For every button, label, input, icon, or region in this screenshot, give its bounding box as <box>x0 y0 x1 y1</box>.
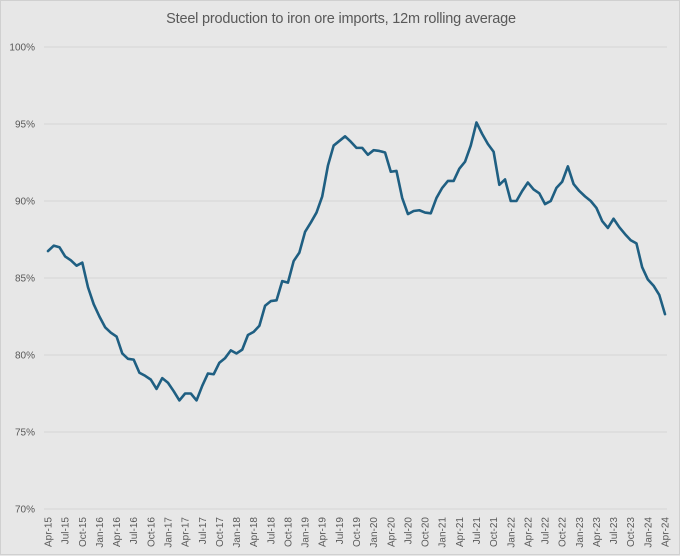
x-tick-label: Oct-21 <box>489 517 500 547</box>
x-tick-label: Oct-20 <box>421 517 432 547</box>
y-tick-label: 75% <box>15 428 35 439</box>
x-tick-label: Oct-16 <box>146 517 157 547</box>
x-tick-label: Oct-22 <box>558 517 569 547</box>
x-tick-label: Apr-15 <box>44 517 55 547</box>
x-tick-label: Jan-23 <box>575 517 586 548</box>
x-tick-label: Jan-19 <box>301 517 312 548</box>
x-tick-label: Jul-16 <box>129 517 140 545</box>
x-tick-label: Jul-19 <box>335 517 346 545</box>
x-tick-label: Jan-18 <box>232 517 243 548</box>
x-tick-label: Apr-16 <box>112 517 123 547</box>
x-tick-label: Jul-21 <box>472 517 483 545</box>
gridlines <box>44 46 667 510</box>
x-tick-label: Apr-21 <box>455 517 466 547</box>
y-tick-label: 70% <box>15 505 35 516</box>
x-tick-label: Jul-20 <box>403 517 414 545</box>
x-tick-label: Jan-20 <box>369 517 380 548</box>
y-axis-ticks: 70% 75% 80% 85% 90% 95% 100% <box>9 43 35 516</box>
x-tick-label: Oct-23 <box>626 517 637 547</box>
x-tick-label: Oct-17 <box>215 517 226 547</box>
x-tick-label: Apr-24 <box>661 517 672 547</box>
x-tick-label: Oct-18 <box>283 517 294 547</box>
x-tick-label: Apr-20 <box>386 517 397 547</box>
y-tick-label: 85% <box>15 274 35 285</box>
x-tick-label: Jul-15 <box>61 517 72 545</box>
x-tick-label: Apr-18 <box>249 517 260 547</box>
x-tick-label: Jan-22 <box>506 517 517 548</box>
x-tick-label: Jul-17 <box>198 517 209 545</box>
series-group <box>46 121 667 402</box>
x-tick-label: Apr-23 <box>592 517 603 547</box>
x-tick-label: Jul-22 <box>541 517 552 545</box>
y-tick-label: 100% <box>9 43 35 54</box>
x-tick-label: Apr-22 <box>523 517 534 547</box>
x-tick-label: Oct-15 <box>78 517 89 547</box>
series-line <box>46 121 667 402</box>
x-tick-label: Apr-19 <box>318 517 329 547</box>
chart-title: Steel production to iron ore imports, 12… <box>166 11 516 27</box>
x-tick-label: Jan-16 <box>95 517 106 548</box>
y-tick-label: 90% <box>15 197 35 208</box>
y-tick-label: 80% <box>15 351 35 362</box>
x-tick-label: Jul-18 <box>266 517 277 545</box>
x-tick-label: Jul-23 <box>609 517 620 545</box>
x-tick-label: Jan-21 <box>438 517 449 548</box>
x-tick-label: Oct-19 <box>352 517 363 547</box>
y-tick-label: 95% <box>15 120 35 131</box>
x-axis-ticks: Apr-15 Jul-15 Oct-15 Jan-16 Apr-16 Jul-16 Oct-… <box>44 517 672 548</box>
x-tick-label: Jan-24 <box>643 517 654 548</box>
x-tick-label: Jan-17 <box>163 517 174 548</box>
x-tick-label: Apr-17 <box>181 517 192 547</box>
